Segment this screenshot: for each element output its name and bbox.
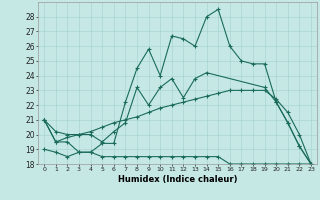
X-axis label: Humidex (Indice chaleur): Humidex (Indice chaleur) [118,175,237,184]
